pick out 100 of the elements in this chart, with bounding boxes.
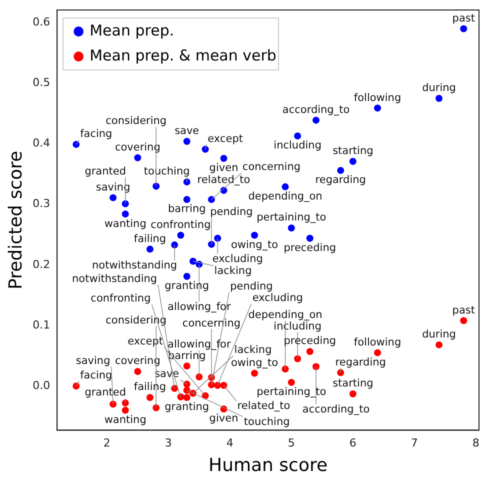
annotation: considering [106, 314, 167, 327]
point [134, 368, 142, 375]
point [349, 158, 356, 165]
annotation: saving [96, 181, 130, 194]
annotation: excluding [212, 253, 263, 265]
annotation: starting [332, 378, 374, 390]
point [152, 182, 160, 190]
point [183, 394, 190, 402]
annotation: save [154, 368, 180, 380]
annotation: related_to [237, 400, 290, 412]
annotation: given [209, 412, 238, 425]
annotation: granted [84, 386, 126, 399]
point [306, 234, 314, 242]
annotation: allowing_for [168, 338, 232, 351]
annotation: barring [168, 350, 206, 362]
point [134, 154, 142, 162]
annotation: excluding [252, 292, 303, 304]
point [349, 390, 356, 398]
annotation: following [354, 92, 402, 104]
point [436, 341, 443, 348]
point [306, 348, 314, 355]
annotation: facing [80, 370, 112, 382]
point [183, 272, 190, 280]
point [208, 196, 215, 204]
annotation: according_to [302, 403, 370, 416]
x-tick-label: 3 [164, 436, 172, 450]
point [183, 362, 190, 370]
point [460, 317, 468, 324]
annotation: wanting [104, 218, 146, 230]
annotation: following [354, 336, 402, 348]
point [183, 138, 190, 145]
point [110, 194, 117, 202]
y-tick-label: 0.1 [32, 318, 50, 332]
annotation: starting [332, 145, 374, 158]
annotation: according_to [282, 104, 350, 116]
annotation: given [209, 162, 238, 174]
point [312, 116, 320, 124]
point [122, 210, 129, 218]
annotation: saving [76, 354, 110, 367]
annotation: lacking [214, 265, 252, 278]
annotation: save [174, 125, 200, 138]
point [152, 404, 160, 412]
annotation: concerning [182, 317, 241, 330]
annotation: covering [114, 141, 160, 154]
annotation: touching [244, 416, 290, 428]
point [146, 246, 154, 253]
point [220, 154, 228, 162]
point [460, 25, 468, 32]
annotation: depending_on [248, 308, 322, 321]
annotation: including [274, 320, 322, 332]
point [196, 373, 203, 380]
y-axis-title: Predicted score [5, 150, 26, 290]
x-tick-label: 7 [410, 436, 418, 450]
annotation: preceding [284, 242, 336, 254]
annotation: including [274, 140, 322, 152]
annotation: during [422, 82, 456, 94]
point [122, 200, 129, 208]
annotation: covering [114, 355, 160, 368]
annotation: facing [80, 128, 112, 140]
annotation: barring [168, 203, 206, 216]
annotation: concerning [242, 161, 301, 174]
point [288, 378, 295, 386]
annotation: notwithstanding [72, 273, 158, 286]
annotation: touching [144, 166, 190, 178]
point [337, 166, 344, 174]
point [374, 349, 382, 356]
point [208, 381, 215, 388]
point [282, 366, 289, 373]
x-tick-label: 4 [226, 436, 234, 450]
annotation: granted [84, 165, 126, 178]
point [208, 240, 215, 248]
annotation: granting [164, 280, 210, 292]
annotation: past [452, 12, 475, 25]
annotation: pending [230, 280, 273, 293]
point [72, 382, 80, 390]
point [436, 94, 443, 102]
legend-label: Mean prep. [90, 21, 174, 40]
point [72, 140, 80, 148]
annotation: confronting [90, 292, 151, 305]
point [122, 406, 129, 414]
point [312, 363, 320, 370]
y-tick-label: 0.6 [32, 16, 50, 29]
point [337, 369, 344, 376]
y-tick-label: 0.5 [32, 76, 50, 90]
x-tick-label: 6 [349, 436, 356, 450]
point [282, 183, 289, 190]
point [171, 241, 178, 248]
y-tick-label: 0.0 [32, 378, 50, 392]
annotation: granting [164, 401, 210, 414]
annotation: except [208, 132, 243, 145]
point [251, 370, 258, 377]
point [288, 224, 295, 232]
annotation: during [422, 328, 456, 341]
point [183, 196, 190, 204]
annotation: related_to [197, 174, 250, 186]
annotation: owing_to [230, 238, 278, 251]
y-tick-label: 0.2 [32, 258, 50, 271]
annotation: past [452, 304, 475, 316]
point [177, 232, 184, 239]
annotation: pending [210, 206, 253, 218]
